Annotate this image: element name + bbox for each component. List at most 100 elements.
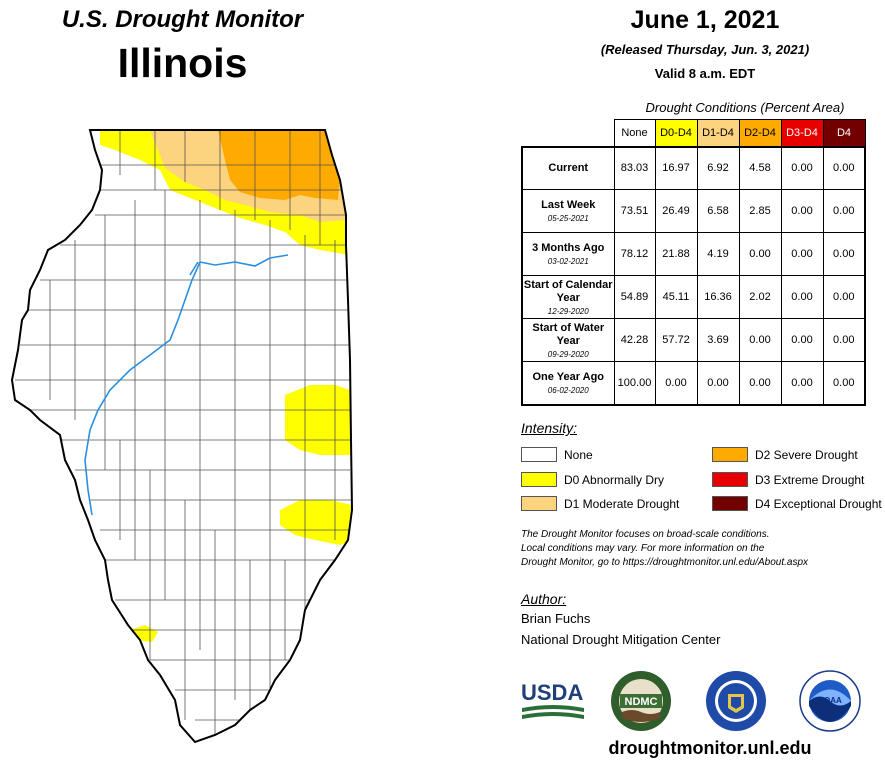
row-label-text: Current	[548, 161, 589, 174]
legend-swatch	[712, 447, 748, 462]
author-title: Author:	[521, 591, 567, 607]
table-cell: 0.00	[780, 318, 824, 362]
table-cell: 78.12	[613, 232, 656, 276]
noaa-logo-text: NOAA	[818, 696, 842, 705]
row-date: 09-29-2020	[547, 349, 589, 359]
row-label: Last Week 05-25-2021	[521, 189, 615, 233]
legend-swatch	[712, 496, 748, 511]
legend-swatch	[712, 472, 748, 487]
map-date: June 1, 2021	[630, 6, 780, 34]
table-cell: 0.00	[738, 318, 782, 362]
author-org: National Drought Mitigation Center	[521, 632, 721, 647]
col-header: D2-D4	[738, 119, 782, 147]
commerce-seal	[706, 671, 766, 731]
row-label-text: One Year Ago	[532, 370, 605, 383]
col-header: D4	[822, 119, 866, 147]
legend-swatch	[521, 447, 557, 462]
table-cell: 21.88	[654, 232, 698, 276]
legend-label: D2 Severe Drought	[755, 447, 858, 462]
table-cell: 0.00	[780, 232, 824, 276]
legend-item-d1: D1 Moderate Drought	[521, 496, 679, 511]
table-row: Current 83.03 16.97 6.92 4.58 0.00 0.00	[521, 146, 866, 190]
note-line: The Drought Monitor focuses on broad-sca…	[521, 529, 770, 540]
table-cell: 0.00	[654, 361, 698, 405]
table-cell: 0.00	[780, 146, 824, 190]
row-label: Start of Water Year 09-29-2020	[521, 318, 615, 362]
table-cell: 16.36	[696, 275, 740, 319]
table-row: Start of Water Year 09-29-2020 42.28 57.72 3…	[521, 318, 866, 362]
table-row: Start of Calendar Year 12-29-2020 54.89 45.…	[521, 275, 866, 319]
intensity-title: Intensity:	[521, 420, 578, 436]
row-label-text: 3 Months Ago	[532, 242, 605, 254]
row-date: 12-29-2020	[547, 306, 589, 316]
note-line: Local conditions may vary. For more info…	[521, 543, 765, 554]
row-label-text: Last Week	[541, 199, 596, 211]
table-cell: 0.00	[822, 146, 866, 190]
legend-item-d4: D4 Exceptional Drought	[712, 496, 882, 511]
table-cell: 0.00	[738, 232, 782, 276]
table-cell: 42.28	[613, 318, 656, 362]
usda-logo-text: USDA	[521, 680, 583, 705]
usda-logo: USDA	[521, 680, 584, 719]
legend-item-d2: D2 Severe Drought	[712, 447, 858, 462]
table-cell: 57.72	[654, 318, 698, 362]
table-row: Last Week 05-25-2021 73.51 26.49 6.58 2.85 0.0…	[521, 189, 866, 233]
table-cell: 0.00	[780, 275, 824, 319]
col-header: D3-D4	[780, 119, 824, 147]
table-cell: 0.00	[738, 361, 782, 405]
row-label: One Year Ago 06-02-2020	[521, 361, 615, 405]
col-header: D0-D4	[654, 119, 698, 147]
table-cell: 0.00	[822, 318, 866, 362]
row-label: 3 Months Ago 03-02-2021	[521, 232, 615, 276]
row-label: Current	[521, 146, 615, 190]
table-cell: 0.00	[780, 189, 824, 233]
legend-label: D3 Extreme Drought	[755, 472, 865, 487]
legend-item-none: None	[521, 447, 593, 462]
county-boundaries	[15, 130, 352, 735]
state-name: Illinois	[117, 40, 248, 86]
table-cell: 0.00	[696, 361, 740, 405]
table-cell: 4.58	[738, 146, 782, 190]
valid-time: Valid 8 a.m. EDT	[654, 66, 756, 81]
row-date: 03-02-2021	[547, 257, 589, 266]
table-cell: 2.02	[738, 275, 782, 319]
legend-swatch	[521, 472, 557, 487]
legend-label: D4 Exceptional Drought	[755, 496, 882, 511]
legend-swatch	[521, 496, 557, 511]
table-cell: 16.97	[654, 146, 698, 190]
table-cell: 6.92	[696, 146, 740, 190]
table-cell: 6.58	[696, 189, 740, 233]
table-cell: 83.03	[613, 146, 656, 190]
row-date: 06-02-2020	[547, 385, 589, 395]
row-label-text: Start of Water Year	[532, 321, 605, 347]
table-row: 3 Months Ago 03-02-2021 78.12 21.88 4.19 0.00…	[521, 232, 866, 276]
release-date: (Released Thursday, Jun. 3, 2021)	[600, 42, 810, 57]
noaa-logo: NOAA	[799, 670, 861, 732]
legend-label: D0 Abnormally Dry	[564, 472, 665, 487]
table-cell: 26.49	[654, 189, 698, 233]
disclaimer-note: The Drought Monitor focuses on broad-sca…	[521, 528, 881, 570]
row-date: 05-25-2021	[547, 214, 589, 223]
table-cell: 45.11	[654, 275, 698, 319]
table-cell: 0.00	[780, 361, 824, 405]
table-cell: 2.85	[738, 189, 782, 233]
table-cell: 3.69	[696, 318, 740, 362]
ndmc-logo-text: NDMC	[625, 696, 658, 708]
legend-item-d0: D0 Abnormally Dry	[521, 472, 664, 487]
website-url[interactable]: droughtmonitor.unl.edu	[608, 738, 812, 758]
d0-region-east	[285, 385, 350, 455]
table-cell: 0.00	[822, 189, 866, 233]
table-cell: 73.51	[613, 189, 656, 233]
drought-conditions-table: None D0-D4 D1-D4 D2-D4 D3-D4 D4 Current 8…	[521, 119, 866, 406]
row-label-text: Start of Calendar Year	[523, 278, 613, 304]
d0-region-southeast	[280, 500, 352, 545]
table-row: One Year Ago 06-02-2020 100.00 0.00 0.00 0.00…	[521, 361, 866, 405]
legend-label: D1 Moderate Drought	[564, 496, 680, 511]
table-caption: Drought Conditions (Percent Area)	[645, 100, 845, 115]
table-cell: 0.00	[822, 275, 866, 319]
legend-item-d3: D3 Extreme Drought	[712, 472, 864, 487]
map-title: U.S. Drought Monitor	[61, 6, 304, 33]
col-header: None	[613, 119, 656, 147]
row-label: Start of Calendar Year 12-29-2020	[521, 275, 615, 319]
author-name: Brian Fuchs	[521, 611, 591, 626]
